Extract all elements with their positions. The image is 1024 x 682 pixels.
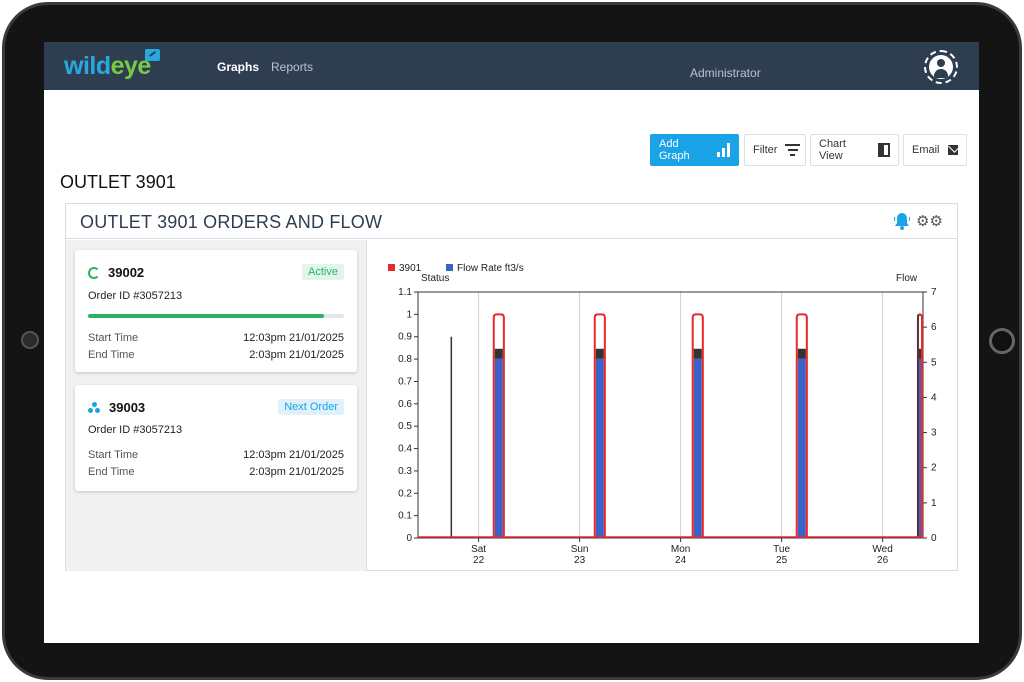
chart-view-label: Chart View (819, 138, 846, 162)
order-id: Order ID #3057213 (88, 290, 183, 302)
filter-icon (785, 144, 801, 156)
status-pulse (795, 313, 808, 538)
y-tick-label-left: 0.3 (398, 466, 412, 477)
flow-bar (693, 358, 702, 538)
gears-icon[interactable]: ⚙⚙ (916, 213, 943, 230)
email-label: Email (912, 144, 940, 156)
y-tick-label-right: 2 (931, 463, 937, 474)
mail-icon (947, 145, 958, 155)
spinner-icon (88, 266, 100, 279)
y-tick-label-left: 0.9 (398, 332, 412, 343)
add-graph-label: Add Graph (659, 138, 690, 162)
camera (989, 328, 1015, 354)
flow-bar-cap (595, 348, 604, 359)
status-pulse (691, 313, 704, 538)
x-tick-date: 24 (675, 555, 687, 566)
y-tick-label-left: 0.2 (398, 488, 412, 499)
x-tick-date: 25 (776, 555, 788, 566)
status-pulse (492, 313, 505, 538)
order-number: 39002 (108, 265, 145, 280)
start-time-row: Start Time 12:03pm 21/01/2025 (88, 332, 344, 344)
x-tick-day: Sat (471, 544, 486, 555)
flow-bar-cap (917, 348, 923, 359)
progress-fill (88, 314, 324, 318)
flow-bar-cap (797, 348, 806, 359)
x-tick-day: Wed (872, 544, 892, 555)
avatar-button[interactable] (924, 50, 958, 84)
x-tick-day: Sun (571, 544, 589, 555)
panel-title: OUTLET 3901 ORDERS AND FLOW (80, 212, 383, 232)
end-time-row: End Time 2:03pm 21/01/2025 (88, 466, 344, 478)
y-tick-label-right: 4 (931, 392, 937, 403)
flow-bar-cap (494, 348, 503, 359)
page-title: OUTLET 3901 (60, 172, 176, 192)
water-drops-icon (88, 401, 101, 414)
orders-sidebar: 39002 Active Order ID #3057213 Start Tim… (66, 240, 367, 571)
x-tick-date: 22 (473, 555, 485, 566)
legend-swatch (388, 264, 395, 271)
y-axis-label-left: Status (421, 273, 449, 284)
bar-chart-icon (717, 143, 730, 157)
email-button[interactable]: Email (903, 134, 967, 166)
y-tick-label-right: 1 (931, 498, 937, 509)
start-time-row: Start Time 12:03pm 21/01/2025 (88, 449, 344, 461)
chart-view-icon (878, 143, 890, 157)
flow-bar (917, 358, 923, 538)
home-sensor (21, 331, 39, 349)
nav-graphs[interactable]: Graphs (217, 60, 260, 74)
app-screen: wildeye Graphs Reports Administrator Add… (44, 42, 979, 643)
x-tick-day: Tue (773, 544, 790, 555)
filter-label: Filter (753, 144, 778, 156)
flow-bar (494, 358, 503, 538)
flow-bar (797, 358, 806, 538)
orders-flow-chart[interactable]: 3901 Flow Rate ft3/s Status Flow Sat 22 Sun 23 M… (368, 240, 957, 571)
y-tick-label-left: 0.7 (398, 376, 412, 387)
end-time-row: End Time 2:03pm 21/01/2025 (88, 349, 344, 361)
legend-label: 3901 (399, 263, 422, 274)
status-pulse (593, 313, 606, 538)
nav-reports[interactable]: Reports (271, 60, 314, 74)
add-graph-button[interactable]: Add Graph (650, 134, 739, 166)
panel-header: OUTLET 3901 ORDERS AND FLOW ⚙⚙ (66, 204, 957, 239)
order-card-next[interactable]: 39003 Next Order Order ID #3057213 Start… (75, 385, 357, 491)
y-tick-label-left: 0.1 (398, 511, 412, 522)
y-tick-label-left: 0.6 (398, 399, 412, 410)
y-axis-label-right: Flow (896, 273, 918, 284)
top-navigation-bar: wildeye Graphs Reports Administrator (44, 42, 979, 90)
y-tick-label-left: 0 (406, 533, 412, 544)
orders-flow-panel: OUTLET 3901 ORDERS AND FLOW ⚙⚙ 39002 Act… (65, 203, 958, 571)
y-tick-label-right: 7 (931, 287, 937, 298)
x-tick-date: 26 (877, 555, 889, 566)
order-card-active[interactable]: 39002 Active Order ID #3057213 Start Tim… (75, 250, 357, 372)
flow-bar-cap (693, 348, 702, 359)
x-tick-day: Mon (671, 544, 690, 555)
y-tick-label-left: 1.1 (398, 287, 412, 298)
user-name: Administrator (690, 66, 761, 80)
y-tick-label-left: 1 (406, 309, 412, 320)
y-tick-label-right: 0 (931, 533, 937, 544)
filter-button[interactable]: Filter (744, 134, 806, 166)
flow-bar (595, 358, 604, 538)
status-badge: Next Order (278, 399, 344, 415)
y-tick-label-right: 3 (931, 428, 937, 439)
legend-label: Flow Rate ft3/s (457, 263, 524, 274)
order-number: 39003 (109, 400, 146, 415)
y-tick-label-right: 6 (931, 322, 937, 333)
order-progress-bar (88, 314, 344, 318)
y-tick-label-left: 0.8 (398, 354, 412, 365)
x-tick-date: 23 (574, 555, 586, 566)
y-tick-label-left: 0.5 (398, 421, 412, 432)
order-id: Order ID #3057213 (88, 424, 183, 436)
y-tick-label-right: 5 (931, 357, 937, 368)
y-tick-label-left: 0.4 (398, 444, 412, 455)
legend-swatch (446, 264, 453, 271)
wildeye-logo[interactable]: wildeye (64, 52, 151, 80)
status-badge: Active (302, 264, 344, 280)
bell-icon[interactable] (894, 212, 910, 230)
logo-mark-icon (145, 49, 160, 61)
chart-view-button[interactable]: Chart View (810, 134, 899, 166)
user-icon (929, 55, 953, 79)
